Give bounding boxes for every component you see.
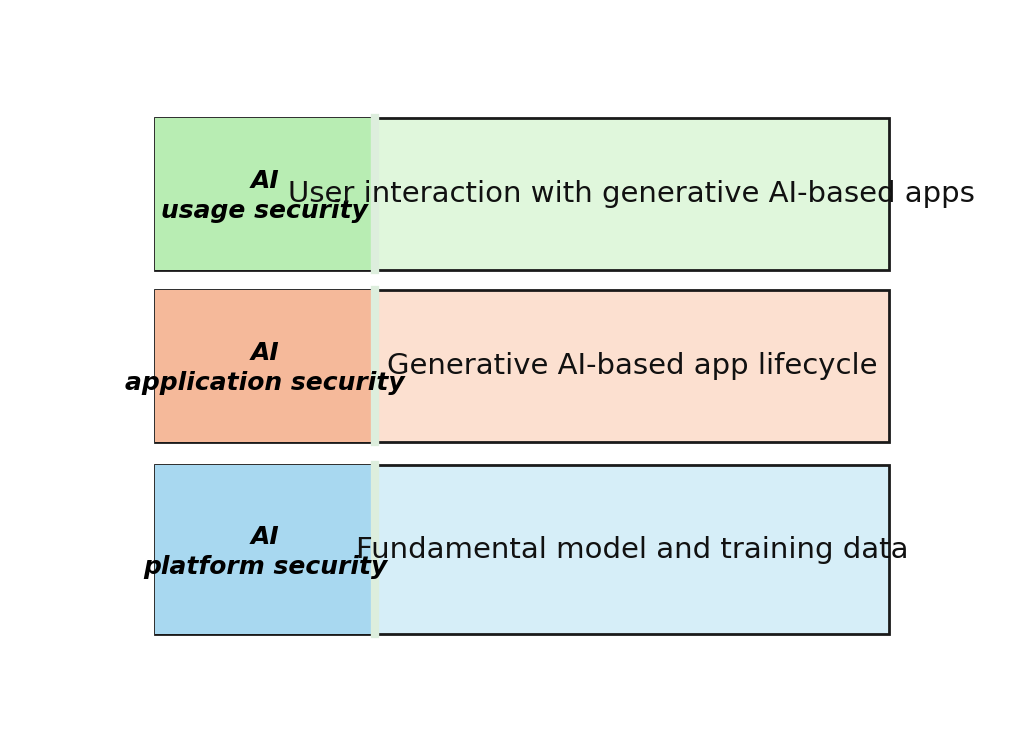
Text: application security: application security <box>125 372 405 396</box>
Text: Fundamental model and training data: Fundamental model and training data <box>355 536 908 564</box>
Text: usage security: usage security <box>162 200 369 224</box>
Text: AI: AI <box>250 169 279 193</box>
Text: AI: AI <box>250 341 279 365</box>
Text: Generative AI-based app lifecycle: Generative AI-based app lifecycle <box>387 352 878 380</box>
Text: User interaction with generative AI-based apps: User interaction with generative AI-base… <box>288 180 975 208</box>
Bar <box>155 118 889 270</box>
Bar <box>155 118 375 270</box>
Bar <box>155 291 889 443</box>
Bar <box>155 465 375 635</box>
Bar <box>155 465 889 635</box>
Text: AI: AI <box>250 524 279 548</box>
Bar <box>155 291 375 443</box>
Text: platform security: platform security <box>143 555 387 579</box>
